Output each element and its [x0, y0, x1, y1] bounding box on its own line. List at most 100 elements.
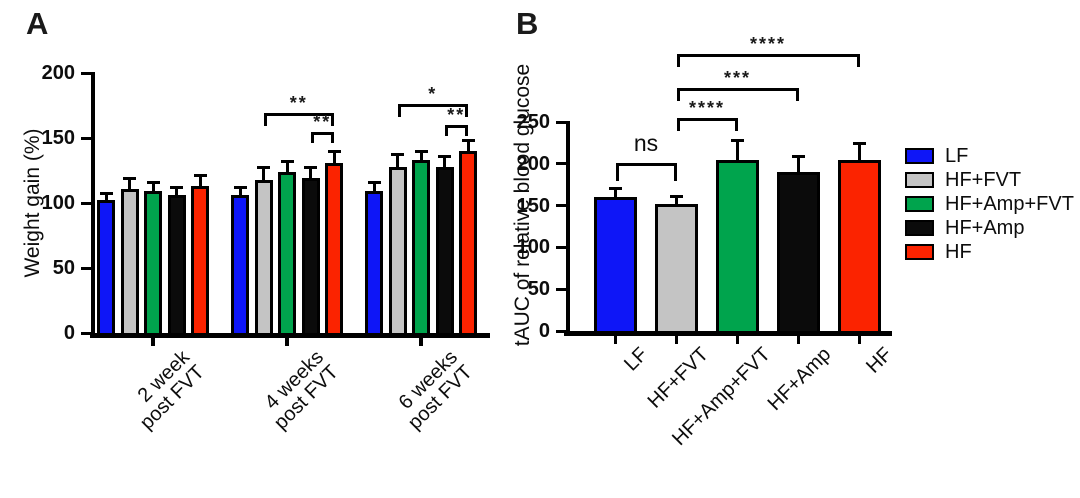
error-bar-whisker	[614, 188, 617, 198]
error-bar-cap	[99, 192, 113, 196]
significance-label: **	[447, 105, 466, 125]
error-bar-whisker	[175, 187, 178, 196]
legend-item-label: LF	[945, 145, 969, 167]
error-bar-cap	[461, 139, 475, 143]
legend-item: LF	[905, 145, 1075, 168]
y-tick-label: 100	[41, 192, 75, 214]
y-tick	[556, 204, 566, 208]
y-tick-label: 150	[516, 194, 550, 217]
legend-item: HF+Amp+FVT	[905, 193, 1075, 216]
y-tick	[556, 245, 566, 249]
error-bar-whisker	[396, 154, 399, 167]
error-bar-whisker	[736, 140, 739, 160]
y-tick-label: 50	[52, 257, 75, 279]
legend-item-label: HF+FVT	[945, 169, 1022, 191]
x-tick	[419, 337, 423, 346]
error-bar-cap	[327, 149, 341, 153]
significance-bracket	[676, 118, 738, 131]
error-bar-cap	[853, 142, 866, 146]
error-bar-cap	[792, 154, 805, 158]
error-bar-cap	[609, 186, 622, 190]
error-bar-cap	[391, 153, 404, 157]
y-tick	[556, 287, 566, 291]
bar	[120, 188, 139, 336]
error-bar-cap	[280, 159, 294, 163]
error-bar-whisker	[309, 167, 312, 179]
error-bar-cap	[367, 180, 381, 184]
y-tick	[81, 266, 91, 270]
legend-item-label: HF	[945, 241, 972, 263]
y-tick	[556, 162, 566, 166]
error-bar-whisker	[858, 143, 861, 161]
error-bar-whisker	[128, 178, 131, 189]
significance-label: ****	[749, 34, 787, 54]
bar	[838, 160, 881, 334]
y-axis-line	[566, 121, 570, 334]
error-bar-cap	[233, 185, 247, 189]
legend-swatch	[905, 172, 934, 188]
panel-b-letter: B	[516, 6, 539, 41]
legend-swatch	[905, 148, 934, 164]
bar	[459, 151, 477, 336]
significance-label: *	[428, 84, 438, 104]
error-bar-cap	[146, 180, 160, 184]
significance-label: **	[313, 112, 332, 132]
bar	[365, 191, 383, 336]
y-tick-label: 100	[516, 236, 550, 259]
bar	[278, 171, 296, 336]
significance-label: ****	[688, 98, 726, 118]
x-tick	[674, 335, 679, 344]
bar	[97, 200, 115, 336]
y-tick	[556, 120, 566, 124]
y-axis-line	[91, 72, 95, 336]
error-bar-cap	[304, 166, 317, 170]
legend-swatch	[905, 196, 934, 212]
error-bar-cap	[193, 174, 207, 178]
significance-bracket	[615, 163, 677, 181]
error-bar-whisker	[198, 175, 202, 187]
significance-bracket	[263, 113, 334, 126]
error-bar-whisker	[466, 140, 470, 151]
bar	[716, 159, 759, 334]
legend-item-label: HF+Amp	[945, 217, 1025, 239]
bar	[167, 195, 186, 336]
y-tick-label: 200	[41, 62, 75, 84]
bar	[435, 166, 454, 336]
y-tick-label: 0	[538, 320, 550, 342]
legend-item: HF	[905, 241, 1075, 264]
error-bar-whisker	[797, 156, 800, 173]
significance-label: **	[289, 93, 308, 113]
legend-item-label: HF+Amp+FVT	[945, 193, 1074, 215]
x-tick-label: LF	[620, 343, 653, 376]
error-bar-cap	[438, 154, 451, 158]
y-tick-label: 200	[516, 152, 550, 175]
y-tick	[81, 71, 91, 75]
error-bar-whisker	[419, 151, 423, 161]
error-bar-whisker	[262, 167, 265, 180]
legend-swatch	[905, 220, 934, 236]
bar	[594, 197, 637, 334]
error-bar-whisker	[332, 151, 336, 163]
y-tick	[81, 331, 91, 335]
significance-label: ns	[633, 130, 659, 156]
error-bar-cap	[670, 194, 683, 198]
significance-bracket	[444, 125, 468, 136]
error-bar-cap	[123, 176, 136, 180]
x-tick-label: HF	[861, 343, 897, 378]
y-tick	[556, 329, 566, 333]
error-bar-cap	[257, 166, 270, 170]
error-bar-whisker	[104, 193, 108, 201]
y-tick-label: 50	[527, 278, 550, 301]
error-bar-whisker	[285, 161, 289, 172]
y-tick-label: 250	[516, 111, 550, 133]
legend-item: HF+FVT	[905, 169, 1075, 192]
error-bar-cap	[170, 185, 183, 189]
y-tick	[81, 201, 91, 205]
significance-bracket	[676, 54, 860, 67]
error-bar-whisker	[151, 182, 155, 192]
error-bar-whisker	[238, 187, 242, 196]
x-tick	[735, 335, 740, 344]
panel-a-letter: A	[26, 6, 49, 41]
